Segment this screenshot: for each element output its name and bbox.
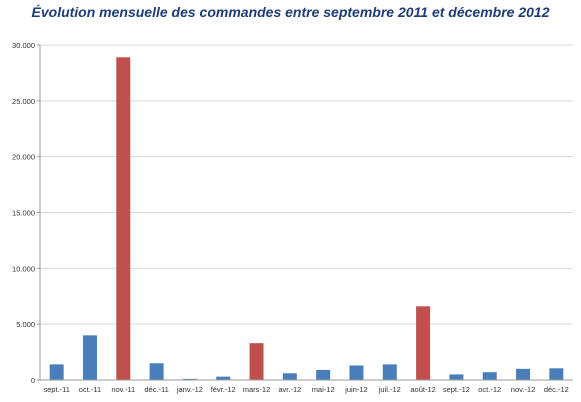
x-axis-ticks: sept.-11 oct.-11 nov.-11 déc.-11 janv.-12 fév… <box>43 385 568 394</box>
bar-févr.-12 <box>216 376 231 380</box>
bar-juil.-12 <box>382 364 397 380</box>
x-tick-label: sept.-12 <box>443 385 470 394</box>
bar-nov.-12 <box>516 368 531 380</box>
x-tick-label: oct.-12 <box>478 385 501 394</box>
bar-nov.-11 <box>116 57 131 381</box>
bar-mars-12 <box>249 343 264 380</box>
x-tick-label: janv.-12 <box>176 385 203 394</box>
gridlines <box>40 44 573 325</box>
bar-avr.-12 <box>282 373 297 380</box>
bars <box>49 57 564 381</box>
bar-janv.-12 <box>182 378 197 380</box>
x-tick-label: août-12 <box>410 385 435 394</box>
y-axis-ticks: 0 5.000 10.000 15.000 20.000 25.000 30.000 <box>12 41 40 385</box>
y-tick-label: 10.000 <box>12 264 35 273</box>
y-tick-label: 0 <box>31 376 35 385</box>
y-tick-label: 25.000 <box>12 97 35 106</box>
x-tick-label: mai-12 <box>312 385 335 394</box>
bar-déc.-11 <box>149 363 164 380</box>
x-tick-label: févr.-12 <box>211 385 236 394</box>
bar-mai-12 <box>316 369 331 380</box>
x-tick-label: mars-12 <box>243 385 271 394</box>
bar-sept.-11 <box>49 364 64 380</box>
x-tick-label: nov.-12 <box>511 385 535 394</box>
y-tick-label: 30.000 <box>12 41 35 50</box>
bar-oct.-11 <box>82 335 97 380</box>
x-tick-label: juil.-12 <box>378 385 401 394</box>
x-tick-label: sept.-11 <box>43 385 70 394</box>
x-tick-label: juin-12 <box>344 385 368 394</box>
bar-déc.-12 <box>549 368 564 380</box>
bar-juin-12 <box>349 365 364 380</box>
chart-title: Évolution mensuelle des commandes entre … <box>31 4 550 20</box>
y-tick-label: 20.000 <box>12 153 35 162</box>
y-tick-label: 15.000 <box>12 209 35 218</box>
bar-oct.-12 <box>482 372 497 380</box>
x-tick-label: déc.-12 <box>544 385 569 394</box>
y-tick-label: 5.000 <box>16 320 35 329</box>
x-tick-label: nov.-11 <box>111 385 135 394</box>
x-tick-label: avr.-12 <box>278 385 301 394</box>
x-tick-label: oct.-11 <box>79 385 101 394</box>
x-tick-label: déc.-11 <box>144 385 168 394</box>
bar-août-12 <box>416 306 431 380</box>
bar-sept.-12 <box>449 374 464 380</box>
